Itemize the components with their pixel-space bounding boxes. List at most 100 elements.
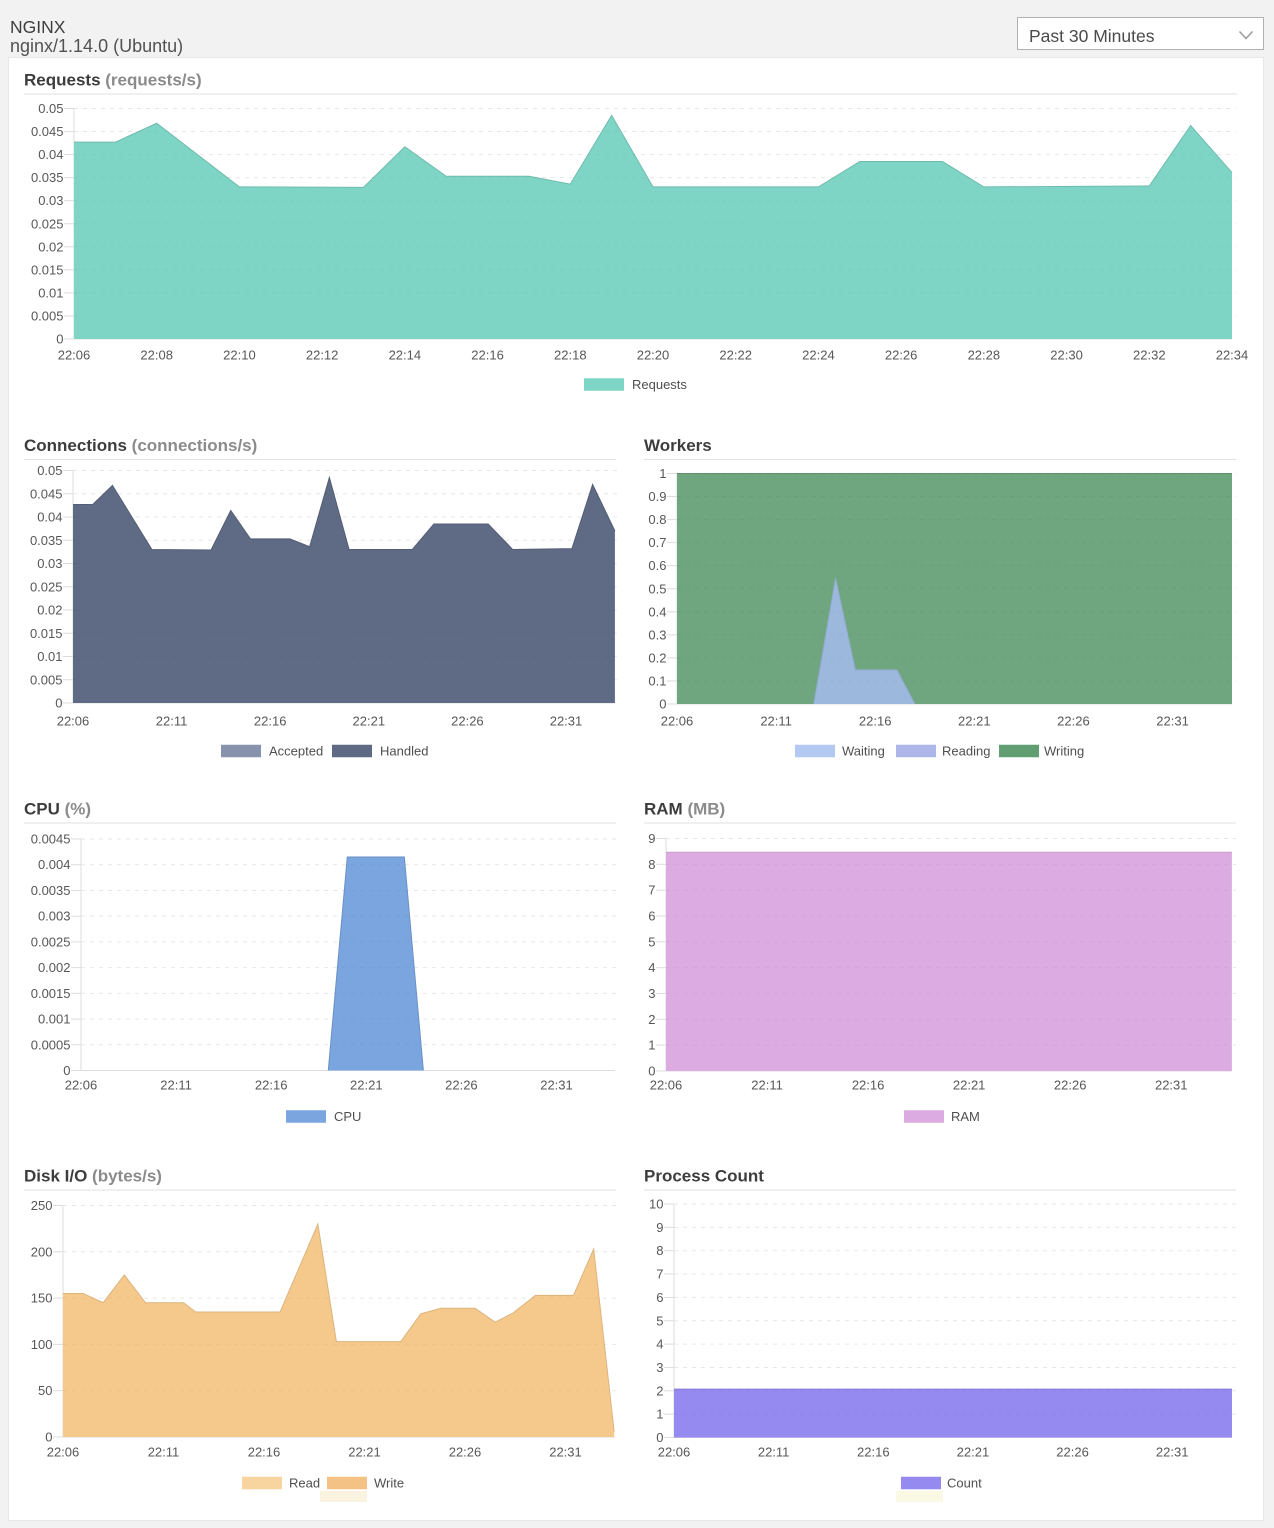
- svg-text:Accepted: Accepted: [269, 744, 323, 759]
- svg-text:22:21: 22:21: [353, 714, 386, 729]
- svg-text:Count: Count: [947, 1476, 982, 1491]
- svg-text:22:31: 22:31: [550, 714, 583, 729]
- svg-text:RAM: RAM: [951, 1109, 980, 1124]
- svg-text:10: 10: [649, 1197, 663, 1212]
- svg-text:22:06: 22:06: [58, 348, 91, 363]
- svg-text:22:11: 22:11: [160, 1078, 192, 1093]
- svg-text:0.1: 0.1: [648, 673, 666, 688]
- svg-text:0.6: 0.6: [648, 558, 666, 573]
- svg-text:0.0015: 0.0015: [31, 986, 71, 1001]
- svg-text:Writing: Writing: [1044, 744, 1084, 759]
- svg-text:0.2: 0.2: [648, 650, 666, 665]
- svg-text:Requests: Requests: [632, 377, 687, 392]
- svg-text:0.05: 0.05: [37, 463, 62, 478]
- svg-text:6: 6: [656, 1290, 663, 1305]
- svg-text:150: 150: [31, 1291, 53, 1306]
- svg-text:0.0045: 0.0045: [31, 832, 71, 847]
- svg-text:Workers: Workers: [644, 436, 712, 455]
- svg-text:2: 2: [656, 1383, 663, 1398]
- svg-text:0.035: 0.035: [30, 533, 63, 548]
- svg-text:0.04: 0.04: [38, 147, 63, 162]
- svg-text:6: 6: [648, 909, 655, 924]
- svg-text:50: 50: [38, 1383, 52, 1398]
- svg-text:22:06: 22:06: [47, 1445, 80, 1460]
- svg-text:22:31: 22:31: [549, 1445, 582, 1460]
- svg-text:4: 4: [656, 1337, 663, 1352]
- svg-text:22:21: 22:21: [953, 1078, 986, 1093]
- svg-text:22:31: 22:31: [540, 1078, 573, 1093]
- svg-text:22:31: 22:31: [1156, 714, 1189, 729]
- svg-text:0.7: 0.7: [648, 535, 666, 550]
- svg-text:22:06: 22:06: [650, 1078, 683, 1093]
- svg-text:22:16: 22:16: [255, 1078, 288, 1093]
- svg-text:22:26: 22:26: [445, 1078, 478, 1093]
- svg-text:0.02: 0.02: [38, 239, 63, 254]
- svg-text:2: 2: [648, 1012, 655, 1027]
- svg-text:22:18: 22:18: [554, 348, 587, 363]
- svg-text:Disk I/O (bytes/s): Disk I/O (bytes/s): [24, 1167, 162, 1186]
- svg-text:22:21: 22:21: [348, 1445, 381, 1460]
- svg-text:22:24: 22:24: [802, 348, 835, 363]
- svg-text:22:31: 22:31: [1156, 1445, 1189, 1460]
- svg-text:Connections (connections/s): Connections (connections/s): [24, 436, 257, 455]
- svg-text:Reading: Reading: [942, 744, 990, 759]
- svg-text:0.9: 0.9: [648, 489, 666, 504]
- svg-text:Read: Read: [289, 1476, 320, 1491]
- svg-text:22:26: 22:26: [1057, 714, 1090, 729]
- svg-text:22:26: 22:26: [1056, 1445, 1089, 1460]
- svg-text:22:28: 22:28: [968, 348, 1001, 363]
- svg-text:5: 5: [656, 1313, 663, 1328]
- svg-text:Waiting: Waiting: [842, 744, 885, 759]
- svg-text:22:06: 22:06: [65, 1078, 98, 1093]
- svg-text:Process Count: Process Count: [644, 1167, 764, 1186]
- svg-text:22:06: 22:06: [57, 714, 90, 729]
- svg-text:0.03: 0.03: [37, 556, 62, 571]
- svg-text:22:30: 22:30: [1050, 348, 1083, 363]
- svg-text:0: 0: [656, 1430, 663, 1445]
- svg-text:0.0035: 0.0035: [31, 883, 71, 898]
- svg-text:0.045: 0.045: [31, 124, 64, 139]
- svg-text:0.004: 0.004: [38, 857, 71, 872]
- svg-text:22:20: 22:20: [637, 348, 670, 363]
- svg-text:22:21: 22:21: [350, 1078, 383, 1093]
- svg-text:3: 3: [656, 1360, 663, 1375]
- svg-text:8: 8: [648, 857, 655, 872]
- svg-text:RAM (MB): RAM (MB): [644, 800, 725, 819]
- svg-text:22:11: 22:11: [758, 1445, 790, 1460]
- svg-text:22:11: 22:11: [148, 1445, 180, 1460]
- svg-text:5: 5: [648, 934, 655, 949]
- svg-text:0: 0: [659, 697, 666, 712]
- svg-text:22:11: 22:11: [751, 1078, 783, 1093]
- svg-text:22:21: 22:21: [957, 1445, 990, 1460]
- svg-text:22:32: 22:32: [1133, 348, 1166, 363]
- svg-text:22:34: 22:34: [1216, 348, 1249, 363]
- svg-text:0: 0: [45, 1430, 52, 1445]
- svg-text:22:08: 22:08: [140, 348, 173, 363]
- svg-text:0.04: 0.04: [37, 510, 62, 525]
- svg-text:0.8: 0.8: [648, 512, 666, 527]
- svg-text:22:31: 22:31: [1155, 1078, 1188, 1093]
- svg-text:Write: Write: [374, 1476, 404, 1491]
- svg-text:0.05: 0.05: [38, 101, 63, 116]
- svg-text:1: 1: [659, 466, 666, 481]
- svg-text:Requests (requests/s): Requests (requests/s): [24, 71, 202, 90]
- svg-text:22:12: 22:12: [306, 348, 339, 363]
- svg-text:0.5: 0.5: [648, 581, 666, 596]
- svg-text:0.02: 0.02: [37, 603, 62, 618]
- svg-text:0: 0: [63, 1063, 70, 1078]
- svg-text:Handled: Handled: [380, 744, 428, 759]
- svg-text:0.025: 0.025: [30, 579, 63, 594]
- svg-text:0.025: 0.025: [31, 216, 64, 231]
- svg-text:CPU (%): CPU (%): [24, 800, 91, 819]
- svg-text:100: 100: [31, 1337, 53, 1352]
- svg-text:22:26: 22:26: [451, 714, 484, 729]
- svg-text:0: 0: [648, 1064, 655, 1079]
- svg-text:0.0005: 0.0005: [31, 1037, 71, 1052]
- svg-text:0.001: 0.001: [38, 1012, 71, 1027]
- svg-text:0.005: 0.005: [31, 308, 64, 323]
- svg-text:22:16: 22:16: [248, 1445, 281, 1460]
- svg-text:0.035: 0.035: [31, 170, 64, 185]
- svg-text:0.03: 0.03: [38, 193, 63, 208]
- svg-text:9: 9: [648, 831, 655, 846]
- svg-text:22:26: 22:26: [1054, 1078, 1087, 1093]
